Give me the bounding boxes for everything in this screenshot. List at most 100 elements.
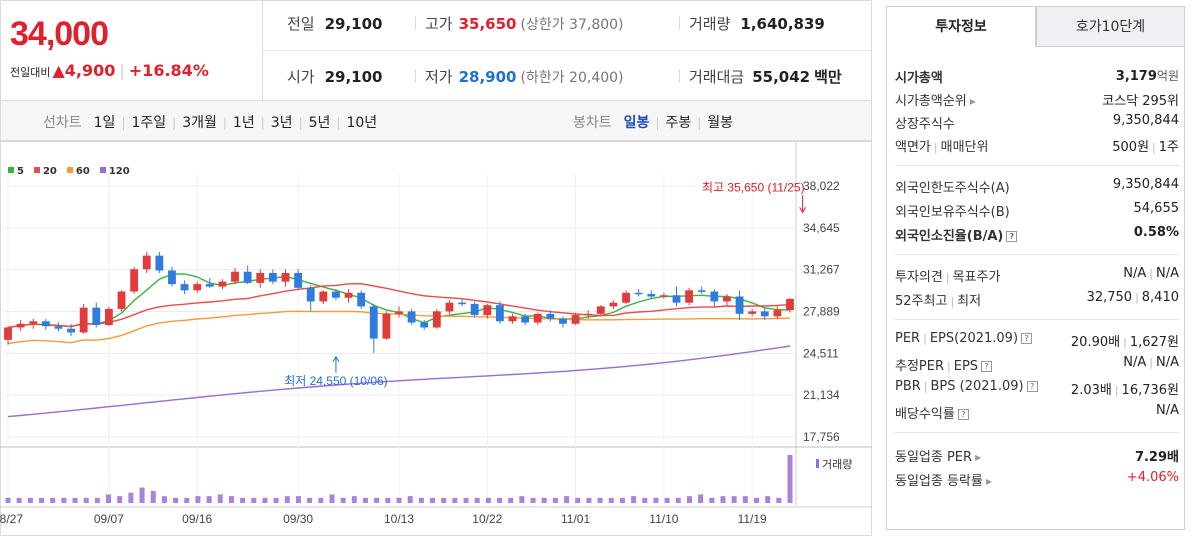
volume-bar [374,497,380,503]
candle-body [571,315,580,324]
candle-body [344,292,353,298]
volume-bar [240,497,246,503]
high-annotation: 최고 35,650 (11/25) [702,180,805,194]
volume-legend-swatch [816,459,819,468]
volume-bar [139,487,145,503]
volume-bar [307,497,313,503]
candle-body [180,284,189,291]
candle-body [306,287,315,302]
candle-body [596,306,605,314]
volume-bar [16,497,22,503]
volume-bar [173,497,179,503]
volume-bar [564,496,570,503]
volume-bar [586,497,592,503]
y-tick-label: 21,134 [803,388,840,402]
legend-ma-5: 5 [8,166,24,177]
volume-bar [340,497,346,503]
volume-label: 거래량 [822,458,852,471]
volume-bar [541,497,547,503]
volume-bar [184,497,190,503]
x-tick-label: 11/19 [738,512,767,526]
help-icon[interactable]: ? [1006,231,1018,242]
line-period-4[interactable]: 3년 [270,115,293,131]
sector-rate-row[interactable]: 동일업종 등락률 ▶ +4.06% [895,470,1179,489]
volume-bar [407,496,413,503]
volume-bar [441,497,447,503]
help-icon[interactable]: ? [957,409,969,420]
candle-body [256,272,265,283]
listed-shares-row: 상장주식수 9,350,844 [895,113,1179,132]
volume-bar [519,496,525,503]
line-period-0[interactable]: 1일 [93,115,116,131]
candle-body [117,291,126,309]
line-period-6[interactable]: 10년 [346,115,378,131]
line-period-3[interactable]: 1년 [232,115,255,131]
volume-bar [686,496,692,503]
quote-summary: 34,000 전일대비 ▲4,900 | +16.84% 전일 29,100 고가 35,… [0,0,872,101]
candle-body [142,255,151,270]
candle-body [357,292,366,307]
ma-line-20 [7,282,791,329]
volume-bar [396,497,402,503]
pbr-bps-row: PBR | BPS (2021.09)? 2.03배 | 16,736원 [895,379,1179,398]
line-period-2[interactable]: 3개월 [182,115,217,131]
info-table: 시가총액 3,179억원 시가총액순위 ▶ 코스닥 295위 상장주식수 9,350,8… [886,47,1185,530]
volume-bar [362,497,368,503]
candle-body [104,308,113,325]
volume-bar [206,496,212,503]
volume-bar [161,496,167,503]
volume-bar [150,491,156,503]
sector-per-row[interactable]: 동일업종 PER ▶ 7.29배 [895,450,1179,465]
volume-bar [619,497,625,503]
candle-body [67,328,75,333]
candle-period-2[interactable]: 월봉 [707,115,734,131]
candle-body [458,302,466,305]
candle-body [634,292,643,295]
candle-period-1[interactable]: 주봉 [665,115,692,131]
volume-bar [83,497,89,503]
candle-period-0[interactable]: 일봉 [623,115,650,131]
candle-body [659,295,668,297]
line-chart-title: 선차트 [43,115,82,131]
help-icon[interactable]: ? [1026,381,1038,392]
per-eps-row: PER | EPS(2021.09)? 20.90배 | 1,627원 [895,331,1179,350]
candlestick-chart: 38,022 34,645 31,267 27,889 24,511 21,134 17,7… [0,141,872,536]
candle-body [748,311,757,314]
candle-body [432,311,441,328]
period-bar: 선차트 1일 | 1주일 | 3개월 | 1년 | 3년 | 5년 | 10년 봉차트 일봉 | 주봉 | 월봉 [0,101,872,141]
candle-body [508,316,517,322]
market-cap-rank-row[interactable]: 시가총액순위 ▶ 코스닥 295위 [895,94,1179,109]
caret-right-icon: ▶ [969,97,976,106]
low-arrow-icon [332,355,340,363]
foreign-holding-row: 외국인보유주식수(B) 54,655 [895,201,1179,220]
caret-right-icon: ▶ [985,477,993,486]
candle-body [407,311,416,323]
candle-body [332,291,340,298]
candle-body [584,313,593,316]
help-icon[interactable]: ? [981,361,993,372]
volume-bar [262,497,268,503]
market-cap-row: 시가총액 3,179억원 [895,69,1179,86]
help-icon[interactable]: ? [1021,333,1033,344]
line-period-5[interactable]: 5년 [308,115,331,131]
investment-info-panel: 투자정보 호가10단계 시가총액 3,179억원 시가총액순위 ▶ 코스닥 295위 … [886,6,1185,530]
candle-body [369,306,378,339]
par-value-row: 액면가 | 매매단위 500원 | 1주 [895,140,1179,155]
high-price: 고가 35,650 (상한가 37,800) [425,15,624,33]
tab-order-book[interactable]: 호가10단계 [1036,6,1185,47]
line-period-1[interactable]: 1주일 [131,115,167,131]
candle-body [723,296,731,302]
volume-bar [228,496,234,503]
volume-bar [351,496,357,503]
candle-chart-periods: 봉차트 일봉 | 주봉 | 월봉 [573,115,734,131]
volume-bar [474,497,480,503]
volume-bar [117,496,123,503]
tab-investment-info[interactable]: 투자정보 [886,6,1036,47]
legend-ma-60: 60 [66,166,90,177]
candle-body [672,295,681,303]
candle-body [735,296,744,314]
volume-bar [94,497,100,503]
volume-bar [295,496,301,503]
candle-body [470,303,479,316]
volume-bar [329,494,335,503]
